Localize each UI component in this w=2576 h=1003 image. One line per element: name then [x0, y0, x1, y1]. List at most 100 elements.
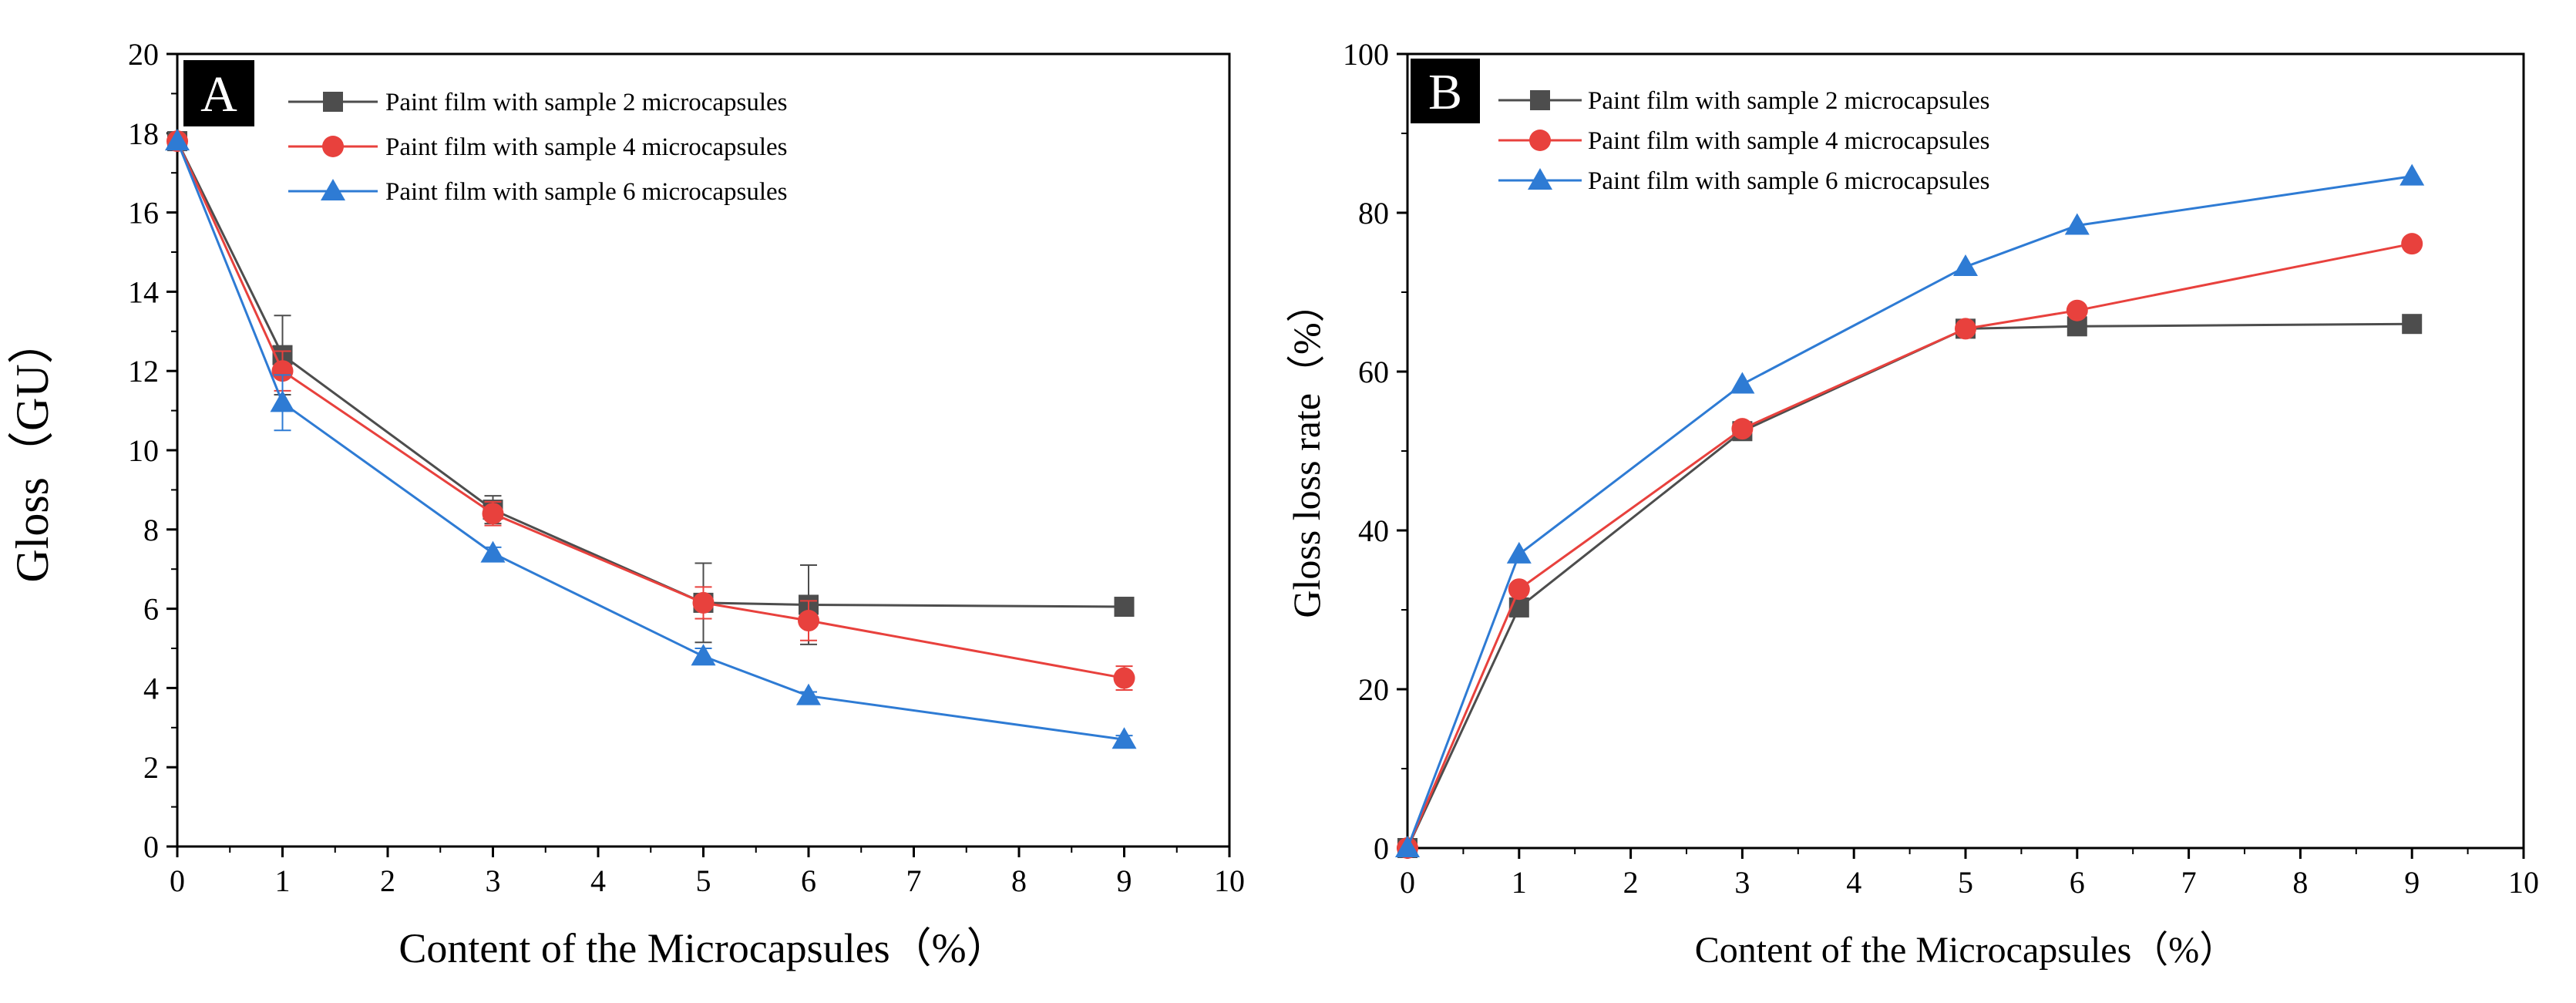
y-tick-label: 10 [128, 433, 159, 468]
series-line [1406, 175, 2413, 849]
x-tick-label: 6 [801, 863, 816, 898]
x-tick-label: 6 [2070, 865, 2085, 900]
y-tick-label: 2 [143, 750, 159, 785]
series-3 [165, 129, 1137, 749]
panel-label: B [1428, 64, 1462, 120]
y-tick-label: 20 [1358, 672, 1389, 707]
x-tick-label: 2 [1623, 865, 1639, 900]
y-tick-label: 60 [1358, 355, 1389, 389]
legend-marker [1528, 168, 1552, 190]
y-tick-label: 40 [1358, 513, 1389, 548]
data-point [480, 540, 506, 563]
data-point [1730, 372, 1755, 394]
legend: Paint film with sample 2 microcapsules Pa… [1498, 87, 1990, 195]
x-tick-label: 5 [696, 863, 711, 898]
series-line [176, 140, 1125, 680]
data-point [482, 503, 504, 525]
data-point [2066, 299, 2088, 321]
data-point [165, 129, 190, 151]
legend-marker [323, 92, 343, 112]
legend-label: Paint film with sample 2 microcapsules [1588, 87, 1990, 115]
legend-marker [1530, 90, 1550, 110]
data-point [1955, 318, 1976, 340]
x-tick-label: 8 [1011, 863, 1027, 898]
y-axis-label: Gloss loss rate（%） [1285, 284, 1328, 618]
panel-letter-box [183, 60, 254, 126]
y-axis-label: Gloss（GU） [7, 318, 58, 582]
data-point [271, 360, 294, 382]
x-tick-label: 0 [170, 863, 185, 898]
y-tick-label: 20 [128, 37, 159, 72]
legend-marker [1529, 130, 1551, 151]
series-1 [1397, 314, 2423, 858]
plot-frame [176, 52, 1231, 848]
y-tick-label: 12 [128, 354, 159, 389]
legend-label: Paint film with sample 6 microcapsules [385, 178, 788, 206]
legend: Paint film with sample 2 microcapsules Pa… [288, 89, 788, 206]
x-tick-label: 3 [1734, 865, 1750, 900]
y-tick-label: 100 [1343, 37, 1389, 72]
x-tick-label: 3 [486, 863, 501, 898]
x-tick-label: 10 [1214, 863, 1245, 898]
series-2 [166, 130, 1135, 691]
legend-marker [321, 179, 345, 200]
panel-label: A [200, 66, 237, 123]
x-tick-label: 1 [1512, 865, 1527, 900]
series-line [176, 140, 1125, 608]
data-point [1508, 578, 1530, 601]
x-tick-label: 1 [275, 863, 291, 898]
x-tick-label: 10 [2508, 865, 2539, 900]
series-line [1406, 242, 2413, 849]
panel-letter-box [1411, 59, 1480, 123]
x-tick-label: 0 [1400, 865, 1415, 900]
data-point [270, 390, 295, 412]
y-tick-label: 6 [143, 592, 159, 627]
data-point [2402, 314, 2423, 335]
x-tick-label: 4 [590, 863, 606, 898]
x-axis-label: Content of the Microcapsules（%） [1695, 930, 2237, 971]
data-point [2064, 213, 2090, 235]
y-tick-label: 4 [143, 671, 159, 705]
y-tick-label: 8 [143, 513, 159, 547]
legend-marker [322, 136, 344, 157]
data-point [1731, 418, 1754, 440]
y-tick-label: 0 [143, 830, 159, 864]
x-tick-label: 9 [1117, 863, 1132, 898]
x-tick-label: 5 [1958, 865, 1973, 900]
series-line [176, 140, 1125, 741]
data-point [1114, 597, 1135, 618]
x-axis-label: Content of the Microcapsules（%） [399, 925, 1007, 971]
series-3 [1395, 163, 2425, 857]
data-point [1953, 254, 1978, 277]
x-tick-label: 8 [2292, 865, 2308, 900]
data-point [2401, 233, 2423, 255]
data-point [798, 610, 819, 632]
x-tick-label: 9 [2404, 865, 2420, 900]
y-tick-label: 16 [128, 196, 159, 231]
data-point [1111, 727, 1137, 749]
x-tick-label: 7 [906, 863, 922, 898]
y-tick-label: 14 [128, 274, 159, 309]
data-point [1395, 836, 1420, 857]
series-line [1406, 322, 2413, 849]
y-tick-label: 80 [1358, 196, 1389, 231]
data-point [691, 644, 716, 666]
x-tick-label: 4 [1846, 865, 1861, 900]
x-tick-label: 2 [380, 863, 395, 898]
y-tick-label: 18 [128, 116, 159, 151]
series-1 [167, 131, 1135, 645]
x-tick-label: 7 [2181, 865, 2197, 900]
legend-label: Paint film with sample 6 microcapsules [1588, 167, 1990, 195]
y-tick-label: 0 [1374, 831, 1389, 866]
data-point [2399, 163, 2425, 186]
data-point [796, 683, 821, 705]
data-point [1506, 541, 1532, 564]
legend-label: Paint film with sample 4 microcapsules [385, 133, 788, 161]
data-point [692, 591, 715, 614]
legend-label: Paint film with sample 4 microcapsules [1588, 127, 1990, 155]
data-point [1113, 667, 1135, 689]
legend-label: Paint film with sample 2 microcapsules [385, 89, 788, 116]
